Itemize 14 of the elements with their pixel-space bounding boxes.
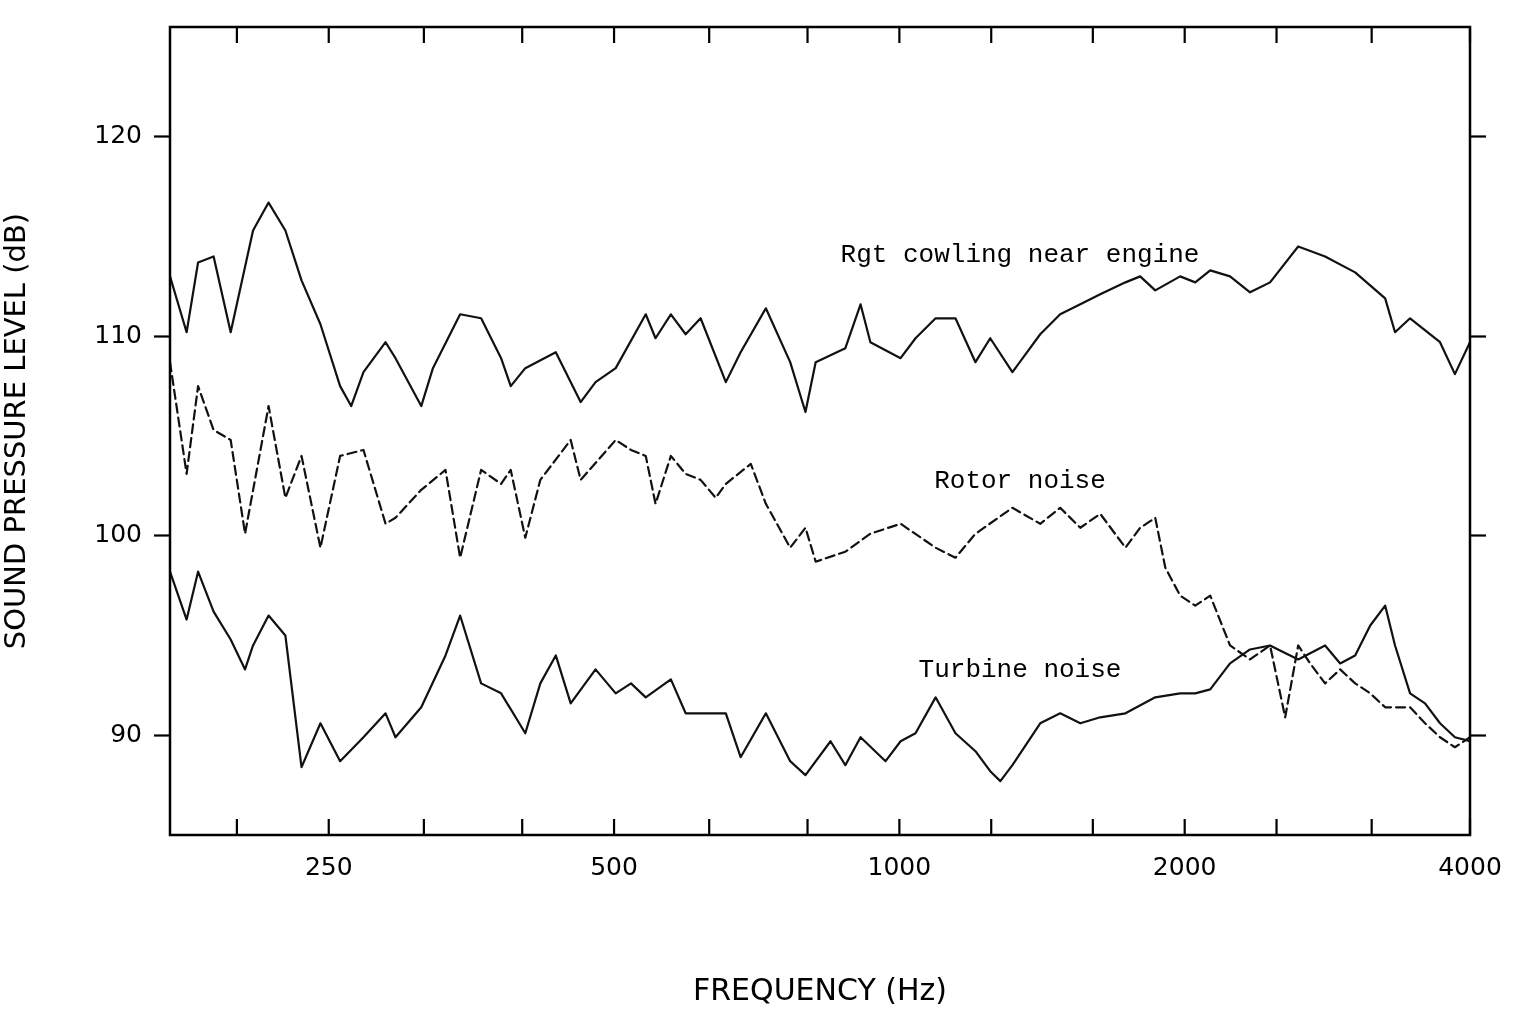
x-tick-label: 4000 (1438, 851, 1502, 881)
x-tick-label: 500 (590, 851, 638, 881)
y-tick-label: 110 (94, 319, 142, 349)
series-label: Turbine noise (918, 655, 1122, 686)
x-tick-label: 1000 (867, 851, 932, 881)
x-axis-title: FREQUENCY (Hz) (692, 971, 948, 1007)
series-label: Rgt cowling near engine (840, 240, 1200, 271)
y-axis-title: SOUND PRESSURE LEVEL (dB) (0, 212, 32, 650)
x-tick-label: 2000 (1152, 851, 1217, 881)
series-label: Rotor noise (934, 465, 1106, 496)
y-tick-label: 90 (110, 718, 142, 748)
x-tick-label: 250 (304, 851, 353, 881)
y-tick-label: 100 (94, 519, 142, 549)
y-tick-label: 120 (94, 120, 142, 150)
